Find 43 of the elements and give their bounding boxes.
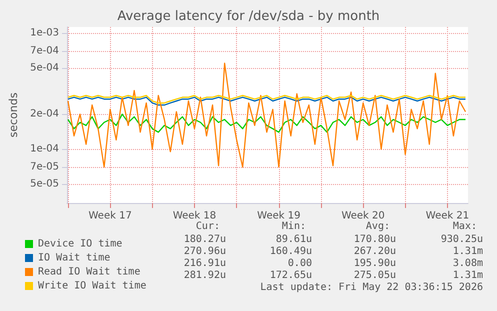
text: 930.25u xyxy=(440,234,483,246)
text: 1.31m xyxy=(452,246,483,258)
line-series xyxy=(67,62,466,168)
x-tick-label: Week 21 xyxy=(426,210,470,222)
y-axis-title: seconds xyxy=(7,92,20,138)
y-tick-label: 1e-04 xyxy=(30,144,59,155)
line-series xyxy=(67,114,466,133)
chart-title: Average latency for /dev/sda - by month xyxy=(117,9,380,24)
legend-label: Write IO Wait time xyxy=(38,280,146,292)
line-series xyxy=(67,96,466,106)
y-tick-label: 2e-04 xyxy=(30,108,59,120)
text: Min: xyxy=(282,221,306,233)
y-tick-label: 1e-03 xyxy=(30,28,59,39)
text: 267.20u xyxy=(354,246,396,258)
text: Last update: Fri May 22 03:36:15 2026 xyxy=(260,282,483,294)
text: Cur: xyxy=(196,221,220,233)
x-tick-label: Week 19 xyxy=(257,210,300,222)
legend-label: IO Wait time xyxy=(38,252,110,264)
text: 216.91u xyxy=(184,258,226,270)
text: 172.65u xyxy=(270,270,312,282)
text: 180.27u xyxy=(184,234,226,246)
x-tick-label: Week 20 xyxy=(341,210,385,222)
x-tick-label: Week 18 xyxy=(172,210,216,222)
line-series xyxy=(67,94,466,104)
text: 160.49u xyxy=(270,246,312,258)
y-tick-label: 7e-04 xyxy=(30,46,59,57)
text: 0.00 xyxy=(288,258,312,270)
text: 89.61u xyxy=(276,234,312,246)
y-tick-label: 5e-04 xyxy=(30,62,59,74)
legend-label: Read IO Wait time xyxy=(38,266,140,278)
x-tick-label: Week 17 xyxy=(88,210,132,222)
text: Avg: xyxy=(366,221,390,233)
text: 275.05u xyxy=(354,270,396,282)
text: 270.96u xyxy=(184,246,226,258)
text: Max: xyxy=(452,221,477,233)
text: 1.31m xyxy=(452,270,483,282)
text: 281.92u xyxy=(184,270,226,282)
text: 195.90u xyxy=(354,258,396,270)
legend-label: Device IO time xyxy=(38,238,122,250)
text: 170.80u xyxy=(354,234,396,246)
y-tick-label: 7e-05 xyxy=(30,162,59,173)
y-tick-label: 5e-05 xyxy=(30,178,59,190)
text: 3.08m xyxy=(452,258,483,270)
